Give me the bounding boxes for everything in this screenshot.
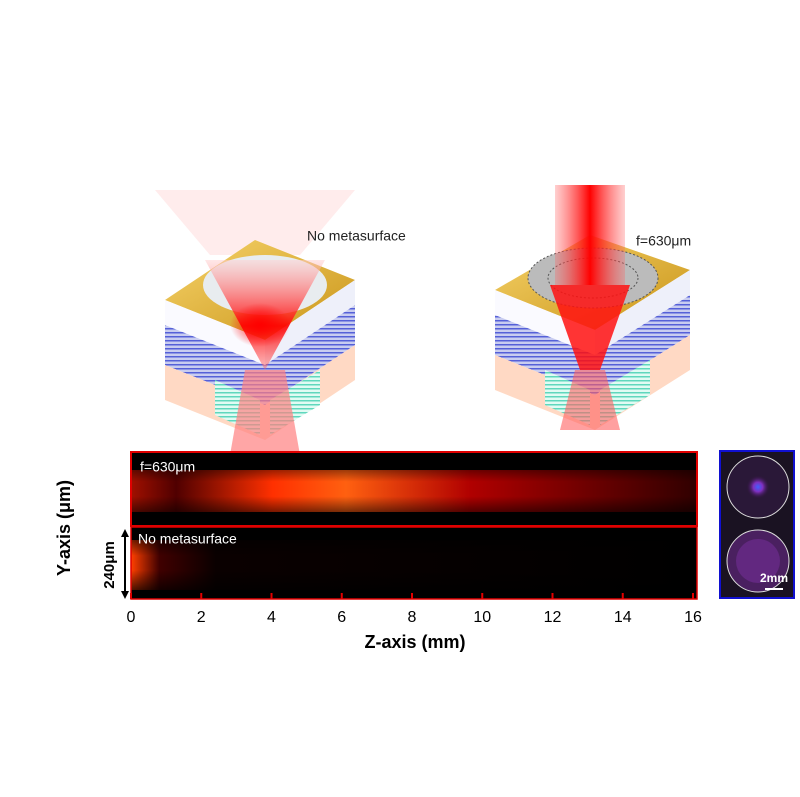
diagram-label: No metasurface	[307, 228, 406, 244]
panel-label: f=630μm	[140, 459, 195, 475]
x-tick-label: 14	[614, 609, 632, 626]
x-tick-label: 10	[473, 609, 491, 626]
x-tick-label: 6	[337, 609, 346, 626]
panel-label: No metasurface	[138, 531, 237, 547]
scale-label: 240μm	[101, 541, 118, 589]
x-tick-label: 2	[197, 609, 206, 626]
inset	[719, 450, 795, 599]
x-axis-label: Z-axis (mm)	[364, 632, 465, 652]
scale-arrow	[121, 529, 129, 599]
x-ticks: 0 2 4 6 8 10 12 14 16	[127, 593, 702, 626]
x-tick-label: 8	[408, 609, 417, 626]
device-left	[155, 190, 355, 455]
x-tick-label: 4	[267, 609, 276, 626]
x-tick-label: 0	[127, 609, 136, 626]
diagram-label: f=630μm	[636, 233, 691, 249]
device-right	[495, 185, 690, 430]
inset-scale-label: 2mm	[760, 571, 788, 585]
field-map	[130, 451, 698, 600]
x-tick-label: 12	[544, 609, 562, 626]
y-axis-label: Y-axis (μm)	[54, 480, 74, 576]
x-tick-label: 16	[684, 609, 702, 626]
